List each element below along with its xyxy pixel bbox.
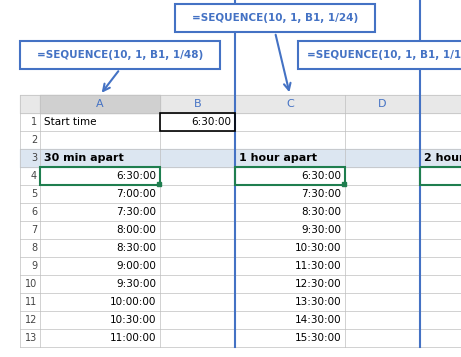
FancyBboxPatch shape [20, 41, 220, 69]
Text: =SEQUENCE(10, 1, B1, 1/12): =SEQUENCE(10, 1, B1, 1/12) [307, 50, 461, 60]
Text: 9: 9 [31, 261, 37, 271]
FancyBboxPatch shape [175, 4, 375, 32]
Text: 15:30:00: 15:30:00 [295, 333, 341, 343]
Text: 8: 8 [31, 243, 37, 253]
Text: 7:30:00: 7:30:00 [116, 207, 156, 217]
Text: 9:30:00: 9:30:00 [301, 225, 341, 235]
Text: 30 min apart: 30 min apart [44, 153, 124, 163]
Bar [235, 167, 345, 185]
Text: 1: 1 [31, 117, 37, 127]
Text: 7: 7 [31, 225, 37, 235]
Text: 11: 11 [25, 297, 37, 307]
Text: 4: 4 [31, 171, 37, 181]
Text: 8:00:00: 8:00:00 [116, 225, 156, 235]
Text: 12:30:00: 12:30:00 [295, 279, 341, 289]
Text: 10:30:00: 10:30:00 [110, 315, 156, 325]
Bar [420, 167, 461, 185]
Text: 9:30:00: 9:30:00 [116, 279, 156, 289]
Text: 8:30:00: 8:30:00 [301, 207, 341, 217]
Text: B: B [194, 99, 201, 109]
Text: =SEQUENCE(10, 1, B1, 1/24): =SEQUENCE(10, 1, B1, 1/24) [192, 13, 358, 23]
Text: 14:30:00: 14:30:00 [295, 315, 341, 325]
FancyBboxPatch shape [297, 41, 461, 69]
Text: 6:30:00: 6:30:00 [301, 171, 341, 181]
Text: 11:00:00: 11:00:00 [110, 333, 156, 343]
Text: 13: 13 [25, 333, 37, 343]
Text: A: A [96, 99, 104, 109]
Text: 6:30:00: 6:30:00 [116, 171, 156, 181]
Text: D: D [378, 99, 387, 109]
Text: 11:30:00: 11:30:00 [295, 261, 341, 271]
Text: 10:00:00: 10:00:00 [110, 297, 156, 307]
Text: 1 hour apart: 1 hour apart [239, 153, 317, 163]
Bar [160, 113, 235, 131]
Text: 7:00:00: 7:00:00 [116, 189, 156, 199]
Text: 6:30:00: 6:30:00 [191, 117, 231, 127]
Text: 6: 6 [31, 207, 37, 217]
Text: 2 hours apart: 2 hours apart [424, 153, 461, 163]
Text: Start time: Start time [44, 117, 96, 127]
Text: 5: 5 [31, 189, 37, 199]
Bar [40, 167, 160, 185]
Text: =SEQUENCE(10, 1, B1, 1/48): =SEQUENCE(10, 1, B1, 1/48) [37, 50, 203, 60]
Text: 13:30:00: 13:30:00 [295, 297, 341, 307]
Text: 3: 3 [31, 153, 37, 163]
Text: 2: 2 [31, 135, 37, 145]
Text: 10: 10 [25, 279, 37, 289]
Text: 10:30:00: 10:30:00 [295, 243, 341, 253]
Text: 8:30:00: 8:30:00 [116, 243, 156, 253]
Text: 12: 12 [24, 315, 37, 325]
Text: 7:30:00: 7:30:00 [301, 189, 341, 199]
Text: 9:00:00: 9:00:00 [116, 261, 156, 271]
Text: C: C [286, 99, 294, 109]
